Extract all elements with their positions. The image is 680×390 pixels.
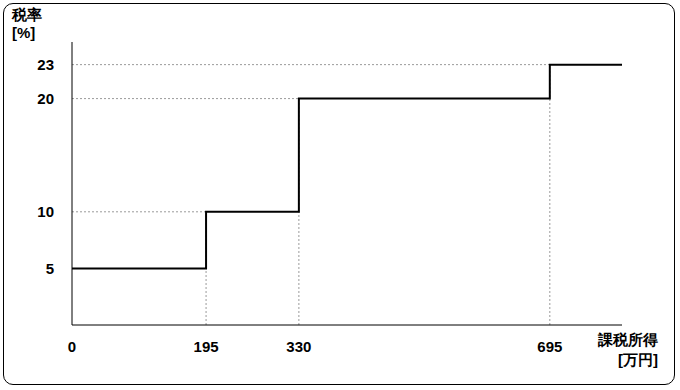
svg-text:10: 10 xyxy=(37,203,54,220)
svg-text:0: 0 xyxy=(68,338,76,355)
svg-text:20: 20 xyxy=(37,90,54,107)
svg-text:195: 195 xyxy=(194,338,219,355)
html-text:税率: 税率 xyxy=(12,6,42,23)
html-text:[万円]: [万円] xyxy=(618,351,658,368)
svg-text:330: 330 xyxy=(286,338,311,355)
svg-text:23: 23 xyxy=(37,56,54,73)
html-text:課税所得: 課税所得 xyxy=(598,331,658,348)
svg-text:695: 695 xyxy=(537,338,562,355)
svg-text:5: 5 xyxy=(46,260,54,277)
